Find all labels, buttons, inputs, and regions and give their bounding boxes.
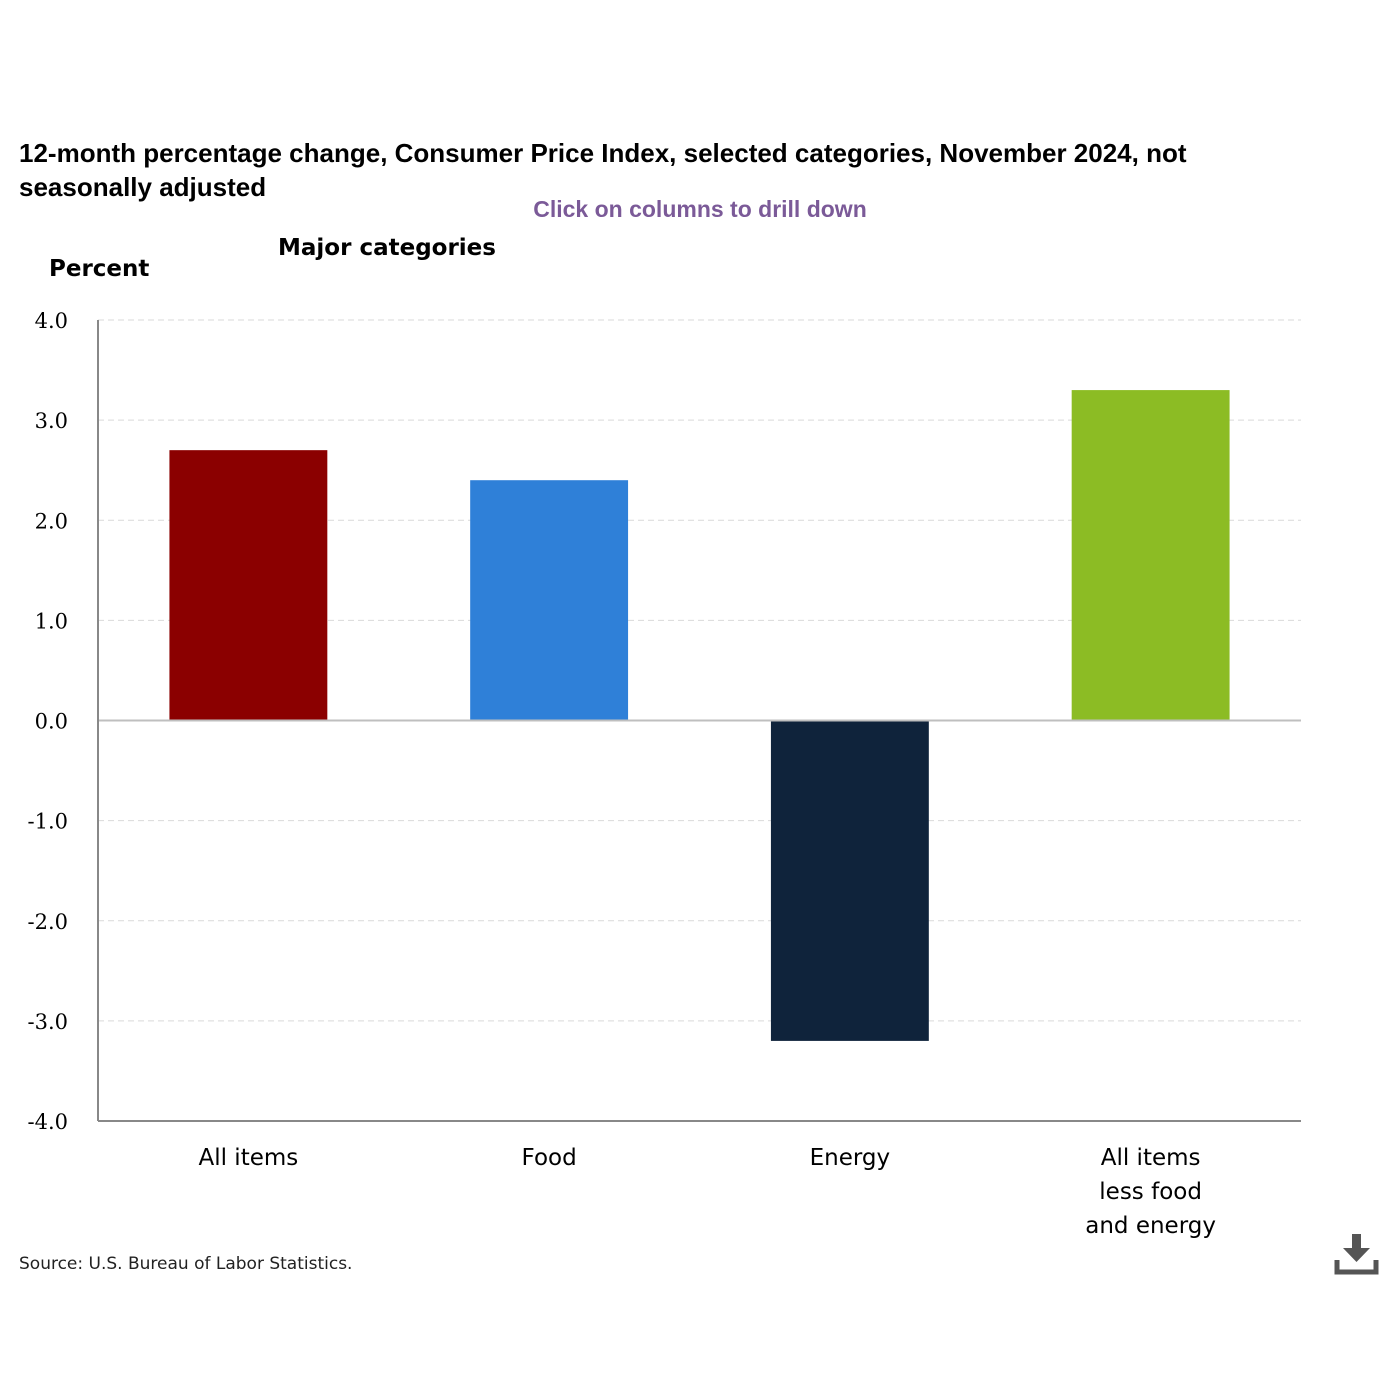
drill-down-hint: Click on columns to drill down (533, 196, 867, 222)
x-category-label: All items (198, 1145, 298, 1171)
y-tick-label: -4.0 (28, 1110, 69, 1134)
bar-all-items[interactable] (169, 450, 328, 721)
x-category-label: less food (1099, 1179, 1202, 1205)
y-tick-label: -2.0 (28, 910, 69, 934)
bar-food[interactable] (470, 480, 629, 721)
chart-title: 12-month percentage change, Consumer Pri… (19, 138, 1187, 202)
y-tick-label: 4.0 (35, 309, 68, 333)
y-tick-label: 3.0 (35, 409, 68, 433)
chart-subtitle: Major categories (278, 235, 496, 261)
x-category-label: and energy (1085, 1213, 1216, 1239)
y-tick-label: -1.0 (28, 810, 69, 834)
x-category-label: All items (1101, 1145, 1201, 1171)
y-tick-label: -3.0 (28, 1010, 69, 1034)
x-category-label: Food (522, 1145, 577, 1171)
source-note: Source: U.S. Bureau of Labor Statistics. (19, 1254, 353, 1274)
y-tick-labels: 4.0 3.0 2.0 1.0 0.0 -1.0 -2.0 -3.0 -4.0 (28, 309, 69, 1134)
download-icon (1334, 1234, 1379, 1275)
x-category-label: Energy (810, 1145, 891, 1171)
y-tick-label: 1.0 (35, 609, 68, 633)
y-tick-label: 2.0 (35, 509, 68, 533)
bars (169, 390, 1230, 1041)
y-tick-label: 0.0 (35, 710, 68, 734)
bar-all-items-less-food-and-energy[interactable] (1071, 390, 1230, 721)
x-category-labels: All items Food Energy All items less food and… (198, 1145, 1216, 1239)
y-axis-label: Percent (49, 256, 150, 282)
bar-energy[interactable] (770, 720, 929, 1041)
axes (97, 320, 1301, 1122)
download-button[interactable] (1330, 1230, 1382, 1280)
